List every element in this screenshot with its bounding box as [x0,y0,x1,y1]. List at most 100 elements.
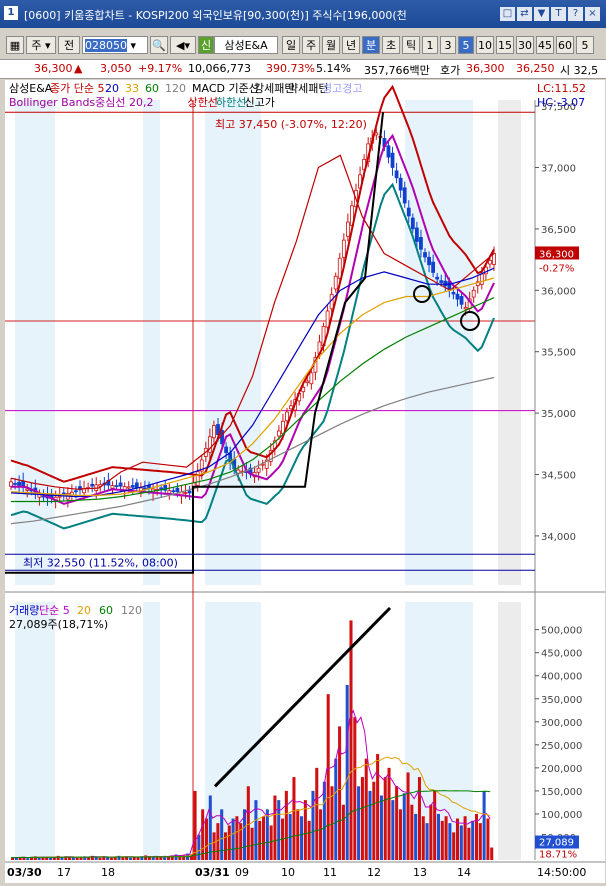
volume-tick-label: 200,000 [541,764,582,775]
period-button-13[interactable]: 45 [536,36,554,54]
volume-bar [216,823,220,860]
x-tick-label: 03/31 [195,866,230,879]
period-button-6[interactable]: 틱 [402,36,420,54]
volume-bar [334,758,338,860]
search-icon[interactable]: 🔍 [150,36,168,54]
hc-label: HC:-3.07 [537,96,585,109]
restore-icon[interactable]: □ [500,7,515,21]
volume-legend-item: 60 [99,604,113,617]
period-button-10[interactable]: 10 [476,36,494,54]
candle-body [333,275,338,290]
chart-svg[interactable]: 37,500 37,000 36,500 36,000 35,500 35,000 34,5… [5,80,605,883]
volume-tag: 27,089 [539,838,574,849]
volume-bar [452,832,456,860]
volume-bar [90,855,94,860]
text-icon[interactable]: T [551,7,566,21]
volume-bar [121,857,125,860]
candle-body [488,259,492,265]
volume-bar [132,856,136,860]
volume-bar [98,857,102,860]
volume-bar [376,754,380,860]
stock-code-input[interactable]: 028050 ▾ [82,36,148,54]
volume-bar [87,857,91,860]
candle-body [431,261,436,273]
period-button-3[interactable]: 년 [342,36,360,54]
period-button-11[interactable]: 15 [496,36,514,54]
dropdown-icon[interactable]: ▼ [534,7,549,21]
volume-bar [60,857,64,860]
volume-bar [250,827,254,860]
volume-bar [166,856,170,860]
volume-bar [387,767,391,860]
volume-bar [64,856,68,860]
period-button-14[interactable]: 60 [556,36,574,54]
price-tick-label: 35,500 [541,348,576,359]
volume-bar [163,855,167,860]
candle-body [25,488,30,491]
close-icon[interactable]: × [585,7,600,21]
volume-bar [425,823,429,860]
sound-icon[interactable]: ◀▾ [170,36,196,54]
price-tick-label: 36,000 [541,286,576,297]
candle-body [325,310,330,328]
ask-price: 36,300 [466,62,505,75]
volume-bar [113,856,117,860]
volume-bar [307,820,311,860]
volume: 10,066,773 [188,62,251,75]
period-button-5[interactable]: 초 [382,36,400,54]
grid-icon[interactable]: ▦ [6,36,24,54]
volume-bar [235,816,239,860]
volume-bar [417,777,421,860]
volume-bar [368,790,372,860]
candle-body [110,485,115,489]
volume-bar [292,777,296,860]
volume-bar [444,816,448,860]
volume-bar [429,804,433,860]
x-tick-label: 14:50:00 [537,866,586,879]
candle-body [455,293,460,300]
bid-price: 36,250 [516,62,555,75]
period-button-12[interactable]: 30 [516,36,534,54]
candle-body [427,256,431,266]
period-button-1[interactable]: 주 [302,36,320,54]
period-button-4[interactable]: 분 [362,36,380,54]
candle-body [134,482,139,489]
volume-bar [383,777,387,860]
volume-bar [182,854,186,860]
prev-button[interactable]: 전 [58,36,80,54]
swap-icon[interactable]: ⇄ [517,7,532,21]
candle-body [406,207,411,217]
volume-bar [414,813,418,860]
period-button-15[interactable]: 5 [576,36,594,54]
turnover-rate: 5.14% [316,62,351,75]
volume-bar [406,772,410,860]
candle-body [285,411,289,422]
legend-item: 상한선 [188,96,218,109]
legend-item: 33 [125,82,139,95]
future-area-lower [498,602,521,860]
candle-body [443,280,448,287]
period-button-8[interactable]: 3 [440,36,456,54]
volume-bar [178,855,182,860]
period-button-9[interactable]: 5 [458,36,474,54]
period-button-0[interactable]: 일 [282,36,300,54]
help-icon[interactable]: ? [568,7,583,21]
period-button-2[interactable]: 월 [322,36,340,54]
period-label: 주 [31,39,42,52]
candle-body [423,252,427,258]
volume-bar [125,856,129,860]
ma-line-60 [11,297,495,503]
ma-line-120 [10,376,495,525]
chart-area[interactable]: 37,500 37,000 36,500 36,000 35,500 35,000 34,5… [5,80,605,883]
x-tick-label: 17 [57,866,71,879]
candle-body [289,405,293,410]
session-band-upper [15,100,55,585]
volume-summary: 27,089주(18,71%) [9,618,108,631]
bollinger-lower [10,182,495,530]
x-tick-label: 09 [235,866,249,879]
volume-pct-tag: 18.71% [539,850,577,861]
period-button-7[interactable]: 1 [422,36,438,54]
period-select[interactable]: 주 ▾ [26,36,56,54]
volume-bar [144,855,148,860]
candle-body [390,152,395,168]
